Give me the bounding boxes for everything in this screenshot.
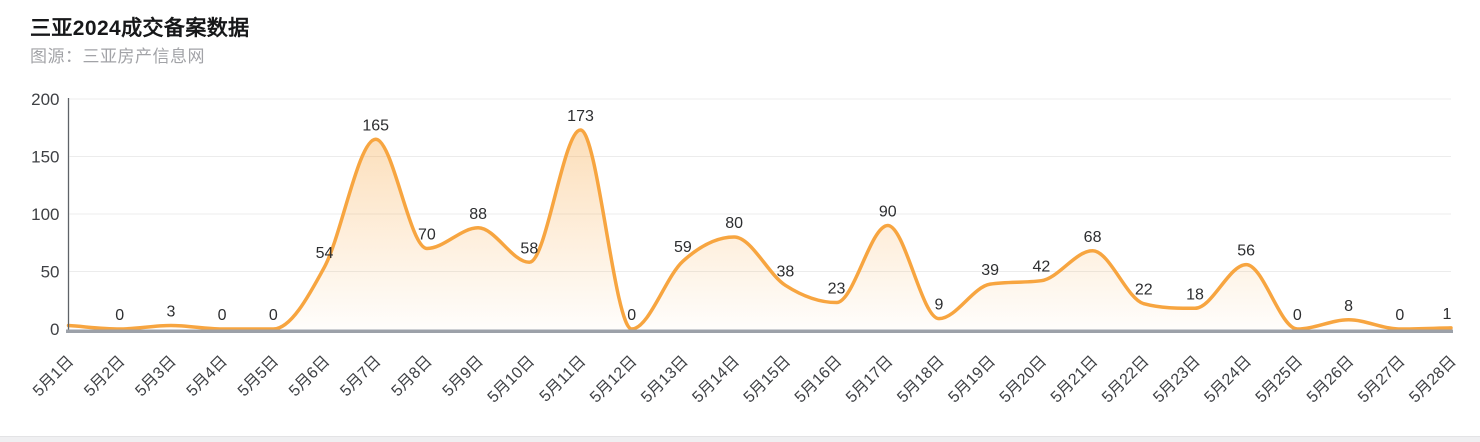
y-axis-tick-label: 150 [31, 148, 59, 167]
y-axis-tick-label: 100 [31, 205, 59, 224]
x-axis-tick-label: 5月1日 [30, 353, 77, 400]
point-value-label: 22 [1135, 282, 1153, 299]
x-axis-tick-label: 5月6日 [286, 353, 333, 400]
x-axis-tick-label: 5月19日 [945, 353, 999, 407]
x-axis-tick-label: 5月22日 [1099, 353, 1153, 407]
y-axis-tick-label: 50 [41, 263, 60, 282]
x-axis-tick-label: 5月17日 [843, 353, 897, 407]
point-value-label: 0 [627, 307, 636, 324]
point-value-label: 0 [1395, 307, 1404, 324]
area-fill [68, 130, 1451, 329]
x-axis-tick-label: 5月5日 [235, 353, 282, 400]
point-value-label: 70 [418, 227, 436, 244]
point-value-label: 38 [776, 263, 794, 280]
point-value-label: 3 [166, 304, 175, 321]
x-axis-tick-label: 5月23日 [1150, 353, 1204, 407]
chart-header: 三亚2024成交备案数据 图源：三亚房产信息网 [30, 16, 250, 67]
bottom-divider [0, 436, 1480, 442]
point-value-label: 9 [935, 297, 944, 314]
point-value-label: 56 [1237, 243, 1255, 260]
point-value-label: 1 [1443, 306, 1452, 323]
x-axis-tick-label: 5月15日 [741, 353, 795, 407]
point-value-label: 8 [1344, 298, 1353, 315]
point-value-label: 0 [115, 307, 124, 324]
y-axis-tick-label: 200 [31, 90, 59, 109]
point-value-label: 42 [1032, 259, 1050, 276]
x-axis-tick-label: 5月28日 [1406, 353, 1460, 407]
x-axis-tick-label: 5月21日 [1048, 353, 1102, 407]
trend-line [66, 128, 1453, 331]
point-value-label: 173 [567, 108, 594, 125]
point-value-label: 18 [1186, 286, 1204, 303]
x-axis-tick-label: 5月14日 [689, 353, 743, 407]
point-value-label: 0 [269, 307, 278, 324]
point-value-label: 88 [469, 206, 487, 223]
point-value-label: 68 [1084, 229, 1102, 246]
point-value-label: 23 [828, 281, 846, 298]
point-value-label: 0 [1293, 307, 1302, 324]
chart-title: 三亚2024成交备案数据 [30, 17, 250, 40]
x-axis-tick-label: 5月9日 [440, 353, 487, 400]
chart-source: 图源：三亚房产信息网 [30, 47, 205, 66]
point-value-label: 59 [674, 239, 692, 256]
x-axis-tick-label: 5月4日 [184, 353, 231, 400]
x-axis-tick-label: 5月16日 [792, 353, 846, 407]
point-value-label: 165 [362, 117, 389, 134]
point-value-label: 39 [981, 262, 999, 279]
x-axis-tick-label: 5月25日 [1253, 353, 1307, 407]
x-axis-tick-label: 5月2日 [81, 353, 128, 400]
x-axis-tick-label: 5月13日 [638, 353, 692, 407]
x-axis-tick-label: 5月11日 [537, 353, 590, 406]
x-axis-tick-label: 5月10日 [485, 353, 539, 407]
x-axis-tick-label: 5月12日 [587, 353, 641, 407]
x-axis-tick-label: 5月27日 [1355, 353, 1409, 407]
x-axis-tick-label: 5月26日 [1304, 353, 1358, 407]
point-value-label: 80 [725, 215, 743, 232]
x-axis-tick-label: 5月7日 [337, 353, 384, 400]
x-axis-tick-label: 5月8日 [389, 353, 436, 400]
x-axis-tick-label: 5月24日 [1201, 353, 1255, 407]
y-axis-tick-label: 0 [50, 320, 59, 339]
point-value-label: 0 [218, 307, 227, 324]
x-axis-tick-label: 5月3日 [132, 353, 179, 400]
point-value-label: 58 [520, 240, 538, 257]
x-axis-tick-label: 5月20日 [997, 353, 1051, 407]
point-value-label: 54 [316, 245, 334, 262]
x-axis-tick-label: 5月18日 [894, 353, 948, 407]
point-value-label: 90 [879, 204, 897, 221]
